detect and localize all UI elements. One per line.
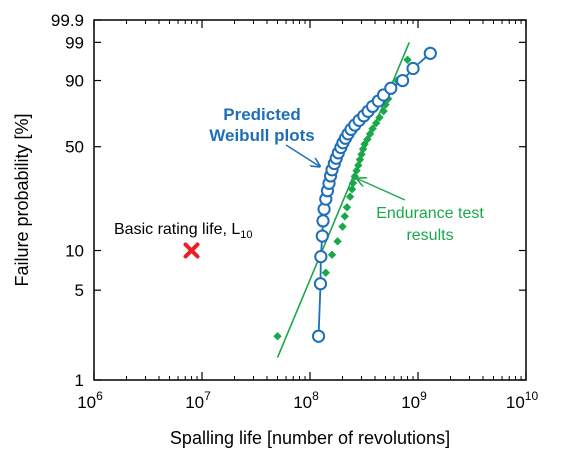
predicted-point: [315, 229, 329, 243]
predicted-annotation-arrow: [285, 144, 319, 166]
predicted-annotation-line2: Weibull plots: [209, 126, 314, 145]
endurance-annotation-arrow: [358, 179, 406, 201]
endurance-point: [347, 185, 357, 194]
predicted-point: [313, 277, 328, 291]
predicted-point: [311, 329, 326, 343]
endurance-annotation-line1: Endurance test: [376, 205, 484, 222]
endurance-point: [365, 129, 375, 139]
endurance-point: [371, 118, 381, 128]
endurance-series: [273, 55, 412, 341]
x-axis-ticks: 106 107 108 109 1010: [77, 20, 538, 412]
predicted-series: [311, 46, 437, 343]
predicted-point: [316, 214, 330, 228]
endurance-point: [340, 212, 349, 221]
endurance-point: [381, 100, 390, 109]
x-tick-label: 1010: [506, 389, 539, 412]
y-axis-ticks: 1 5 10 50 90 99 99.9: [51, 11, 526, 390]
y-tick-label: 5: [75, 281, 84, 300]
endurance-point: [342, 203, 352, 212]
x-tick-label: 109: [401, 389, 427, 412]
predicted-point: [384, 81, 398, 95]
y-axis-title: Failure probability [%]: [12, 113, 32, 286]
predicted-annotation-line1: Predicted: [223, 105, 300, 124]
endurance-point: [273, 332, 282, 341]
y-tick-label: 99: [65, 33, 84, 52]
endurance-point: [327, 250, 337, 259]
predicted-point: [395, 73, 410, 88]
predicted-point: [406, 61, 420, 76]
x-tick-label: 107: [185, 389, 211, 412]
predicted-point: [423, 46, 437, 60]
endurance-point: [338, 222, 347, 231]
endurance-point: [375, 113, 384, 122]
y-tick-label: 1: [75, 371, 84, 390]
endurance-annotation-line2: results: [406, 227, 453, 244]
x-axis-title: Spalling life [number of revolutions]: [170, 428, 450, 448]
plot-area: [93, 19, 527, 381]
l10-series: [183, 242, 200, 259]
l10-annotation: Basic rating life, L10: [114, 221, 253, 241]
predicted-point: [314, 250, 328, 264]
endurance-point: [368, 124, 377, 133]
y-tick-label: 90: [65, 72, 84, 91]
endurance-point: [403, 55, 412, 65]
endurance-point: [345, 192, 355, 201]
endurance-point: [360, 139, 369, 149]
endurance-point: [321, 268, 330, 277]
y-tick-label: 50: [65, 138, 84, 157]
x-tick-label: 108: [293, 389, 319, 412]
x-tick-label: 106: [77, 389, 103, 412]
endurance-point: [333, 237, 342, 246]
l10-point: [183, 242, 200, 259]
y-tick-label: 10: [65, 242, 84, 261]
endurance-point: [379, 106, 388, 116]
y-tick-label: 99.9: [51, 11, 84, 30]
